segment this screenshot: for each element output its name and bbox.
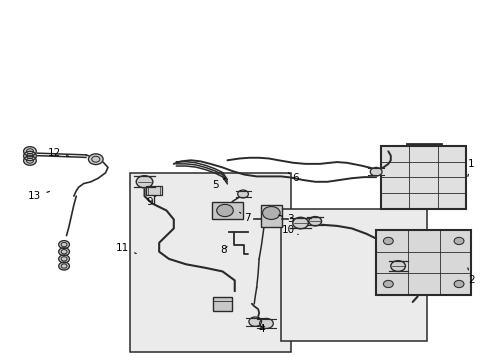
Circle shape — [237, 190, 248, 198]
Circle shape — [59, 240, 69, 248]
Text: 2: 2 — [467, 268, 473, 285]
Text: 3: 3 — [278, 215, 294, 224]
Circle shape — [383, 237, 392, 244]
Bar — [375, 230, 470, 295]
Bar — [260, 205, 282, 226]
Bar — [213, 297, 231, 311]
Bar — [281, 209, 427, 341]
Circle shape — [369, 167, 381, 176]
Text: 13: 13 — [28, 191, 49, 201]
Text: 9: 9 — [146, 196, 156, 207]
Text: 1: 1 — [467, 159, 473, 176]
Text: 11: 11 — [116, 243, 136, 253]
Circle shape — [23, 151, 36, 161]
Circle shape — [216, 204, 233, 217]
Text: 4: 4 — [258, 318, 264, 334]
Circle shape — [59, 255, 69, 263]
Circle shape — [292, 217, 308, 229]
Circle shape — [383, 280, 392, 288]
Text: 5: 5 — [211, 178, 224, 190]
Circle shape — [136, 176, 153, 188]
Circle shape — [248, 317, 261, 326]
Circle shape — [88, 154, 103, 165]
Circle shape — [453, 280, 463, 288]
Text: 6: 6 — [288, 173, 298, 183]
Bar — [146, 186, 162, 195]
Circle shape — [59, 262, 69, 270]
Bar — [211, 202, 243, 220]
Bar — [130, 173, 290, 352]
Circle shape — [308, 217, 321, 226]
Bar — [375, 230, 470, 295]
Text: 10: 10 — [281, 225, 298, 235]
Bar — [380, 146, 466, 209]
Circle shape — [23, 147, 36, 156]
Circle shape — [390, 261, 405, 271]
Bar — [380, 146, 466, 209]
Circle shape — [259, 319, 273, 328]
Circle shape — [23, 156, 36, 165]
Text: 8: 8 — [220, 245, 227, 255]
Text: 12: 12 — [48, 148, 68, 158]
Text: 7: 7 — [239, 212, 250, 222]
Circle shape — [262, 207, 280, 220]
Circle shape — [453, 237, 463, 244]
Circle shape — [59, 248, 69, 256]
